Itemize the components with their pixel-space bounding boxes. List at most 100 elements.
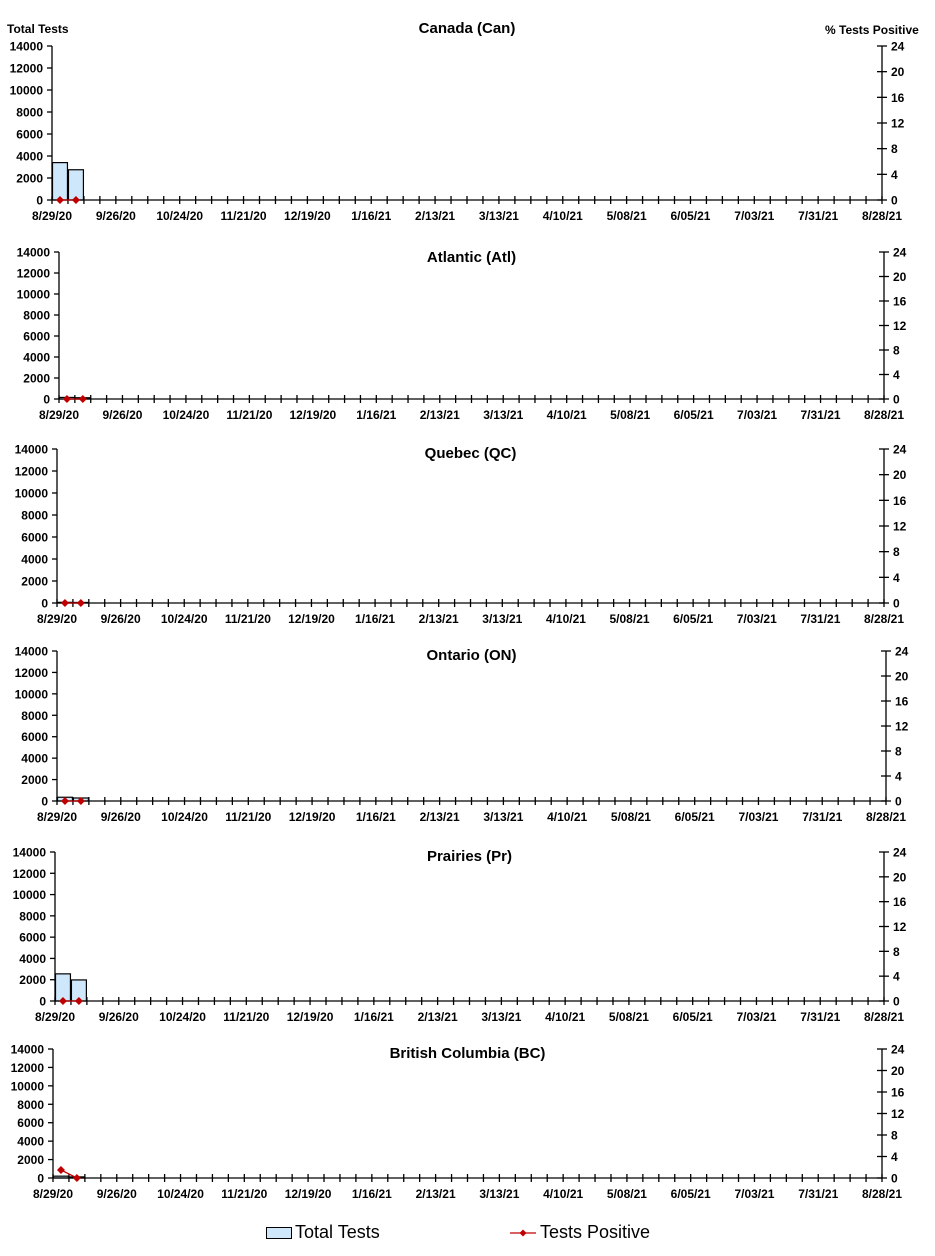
x-tick-label: 7/03/21: [738, 810, 778, 824]
y-right-tick-label: 0: [895, 795, 902, 809]
y-left-tick-label: 8000: [19, 909, 46, 923]
x-tick-label: 4/10/21: [547, 810, 587, 824]
y-right-tick-label: 8: [891, 142, 898, 156]
x-tick-label: 5/08/21: [607, 209, 647, 223]
y-left-tick-label: 14000: [17, 246, 51, 260]
y-right-tick-label: 12: [893, 319, 907, 333]
x-tick-label: 6/05/21: [673, 1010, 713, 1024]
y-left-tick-label: 2000: [23, 372, 50, 386]
x-tick-label: 8/29/20: [35, 1010, 75, 1024]
y-left-tick-label: 8000: [17, 1098, 44, 1112]
x-tick-label: 7/03/21: [734, 209, 774, 223]
x-tick-label: 8/29/20: [32, 209, 72, 223]
diamond-marker-icon: [76, 797, 85, 805]
diamond-marker-icon: [78, 395, 87, 403]
legend: Total Tests Tests Positive: [0, 1222, 935, 1246]
chart-title: Canada (Can): [418, 20, 516, 37]
diamond-marker-icon: [60, 797, 69, 805]
y-left-tick-label: 12000: [15, 666, 49, 680]
x-tick-label: 11/21/20: [225, 810, 271, 824]
x-tick-label: 8/28/21: [862, 209, 902, 223]
x-tick-label: 1/16/21: [354, 1010, 394, 1024]
y-left-tick-label: 10000: [15, 487, 49, 501]
x-tick-label: 5/08/21: [611, 810, 651, 824]
y-left-tick-label: 4000: [21, 752, 48, 766]
x-tick-label: 7/31/21: [800, 1010, 840, 1024]
x-tick-label: 8/29/20: [37, 612, 77, 626]
x-tick-label: 9/26/20: [96, 209, 136, 223]
x-tick-label: 11/21/20: [226, 408, 272, 422]
y-left-tick-label: 10000: [15, 687, 49, 701]
y-left-tick-label: 4000: [16, 150, 43, 164]
y-right-tick-label: 4: [891, 168, 898, 182]
chart-title: Ontario (ON): [426, 647, 517, 664]
chart-title: Prairies (Pr): [426, 848, 513, 865]
x-tick-label: 11/21/20: [221, 209, 267, 223]
x-tick-label: 12/19/20: [287, 1010, 334, 1024]
x-tick-label: 2/13/21: [415, 209, 455, 223]
y-right-tick-label: 0: [893, 995, 900, 1009]
y-right-tick-label: 12: [891, 1107, 905, 1121]
x-tick-label: 3/13/21: [482, 612, 522, 626]
x-tick-label: 7/03/21: [737, 612, 777, 626]
x-tick-label: 7/03/21: [737, 408, 777, 422]
y-left-tick-label: 2000: [21, 575, 48, 589]
y-left-tick-label: 8000: [21, 709, 48, 723]
x-tick-label: 9/26/20: [102, 408, 142, 422]
x-tick-label: 6/05/21: [670, 209, 710, 223]
y-right-tick-label: 20: [891, 65, 905, 79]
y-left-tick-label: 10000: [11, 1079, 45, 1093]
y-right-tick-label: 20: [895, 670, 909, 684]
chart-title: Atlantic (Atl): [426, 249, 517, 266]
x-tick-label: 9/26/20: [101, 612, 141, 626]
legend-label: Total Tests: [295, 1222, 380, 1242]
x-tick-label: 2/13/21: [418, 1010, 458, 1024]
x-tick-label: 7/31/21: [802, 810, 842, 824]
y-right-tick-label: 16: [895, 695, 909, 709]
x-tick-label: 4/10/21: [545, 1010, 585, 1024]
diamond-marker-icon: [72, 1174, 81, 1182]
x-tick-label: 10/24/20: [156, 209, 203, 223]
diamond-marker-icon: [74, 997, 83, 1005]
y-right-tick-label: 4: [891, 1150, 898, 1164]
legend-label: Tests Positive: [540, 1222, 651, 1242]
x-tick-label: 6/05/21: [673, 612, 713, 626]
diamond-marker-icon: [71, 196, 80, 204]
y-left-tick-label: 4000: [21, 553, 48, 567]
y-right-tick-label: 24: [895, 645, 909, 659]
y-right-tick-label: 4: [893, 970, 900, 984]
diamond-marker-icon: [62, 395, 71, 403]
y-left-tick-label: 0: [41, 597, 48, 611]
y-left-tick-label: 12000: [11, 1061, 45, 1075]
x-tick-label: 3/13/21: [483, 408, 523, 422]
diamond-marker-icon: [58, 997, 67, 1005]
chart-title: British Columbia (BC): [389, 1045, 546, 1062]
x-tick-label: 7/31/21: [800, 612, 840, 626]
y-right-tick-label: 20: [891, 1064, 905, 1078]
y-left-tick-label: 10000: [13, 888, 47, 902]
y-left-tick-label: 12000: [15, 465, 49, 479]
x-tick-label: 6/05/21: [675, 810, 715, 824]
x-tick-label: 12/19/20: [289, 810, 336, 824]
y-left-tick-label: 14000: [11, 1043, 45, 1057]
y-left-tick-label: 0: [37, 1172, 44, 1186]
y-right-tick-label: 8: [891, 1129, 898, 1143]
y-left-tick-label: 14000: [13, 846, 47, 860]
line-marker-swatch-icon: [510, 1229, 536, 1236]
x-tick-label: 11/21/20: [223, 1010, 269, 1024]
y-right-tick-label: 0: [893, 393, 900, 407]
y-left-tick-label: 14000: [10, 40, 44, 54]
x-tick-label: 3/13/21: [479, 1187, 519, 1201]
x-tick-label: 3/13/21: [479, 209, 519, 223]
x-tick-label: 11/21/20: [225, 612, 271, 626]
y-right-tick-label: 4: [895, 770, 902, 784]
y-left-tick-label: 6000: [21, 730, 48, 744]
y-left-tick-label: 0: [36, 194, 43, 208]
legend-item-total-tests: Total Tests: [266, 1222, 380, 1243]
chart-title: Quebec (QC): [424, 445, 517, 462]
y-right-tick-label: 16: [893, 895, 907, 909]
x-tick-label: 8/28/21: [864, 612, 904, 626]
